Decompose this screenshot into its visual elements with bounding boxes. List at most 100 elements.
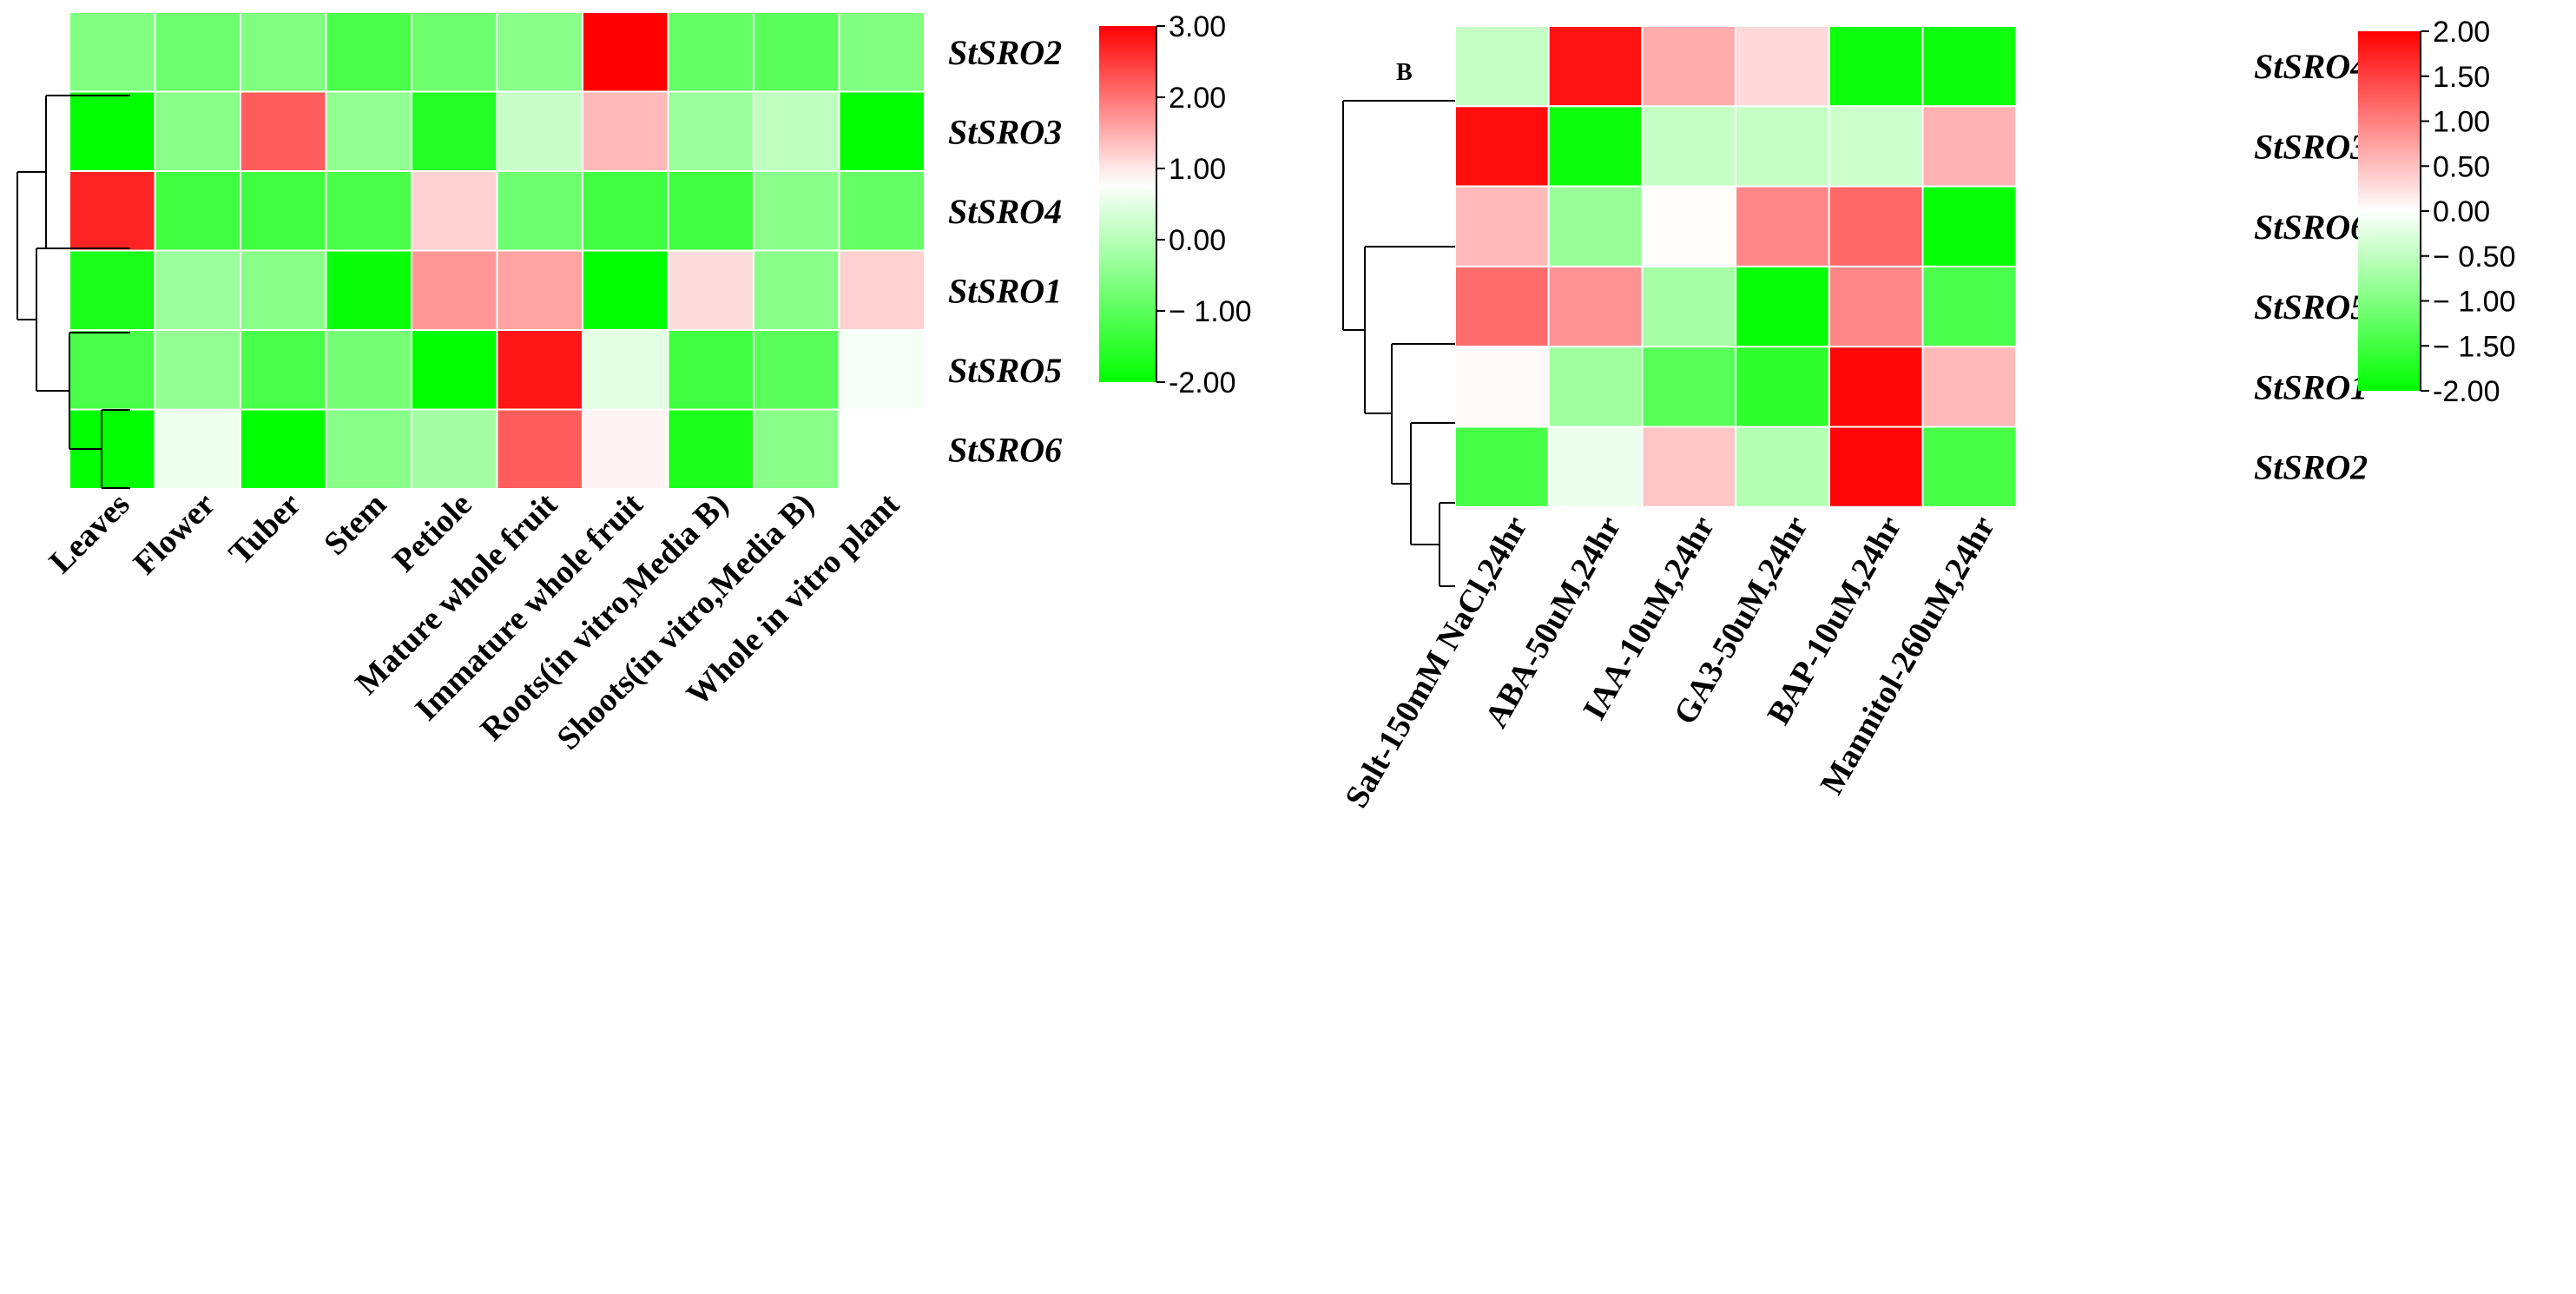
heatmap-cell <box>1735 346 1830 428</box>
heatmap-cell <box>667 329 754 411</box>
heatmap-cell <box>1547 185 1644 267</box>
heatmap-cell <box>411 249 498 331</box>
heatmap-cell <box>1547 25 1644 108</box>
colorbar-tick-label: 2.00 <box>2433 16 2490 49</box>
colorbar-tick-label: 2.00 <box>1169 82 1226 115</box>
heatmap-cell <box>1641 346 1737 428</box>
heatmap-cell <box>411 90 498 172</box>
dendrogram <box>1342 100 1455 587</box>
heatmap-cell <box>838 170 926 252</box>
colorbar-tick-label: 1.00 <box>2433 106 2490 139</box>
heatmap-cell <box>154 249 241 331</box>
heatmap-cell <box>1921 105 2018 188</box>
heatmap-cell <box>411 11 498 93</box>
heatmap-cell <box>753 329 840 411</box>
colorbar-tick-label: − 1.00 <box>2433 286 2515 319</box>
row-label-stsro3: StSRO3 <box>948 112 1062 151</box>
colorbar-tick-label: 0.00 <box>2433 195 2490 228</box>
heatmap-cell <box>1454 265 1550 348</box>
heatmap-cell <box>69 329 156 411</box>
colorbar-tick-label: − 1.50 <box>2433 330 2515 363</box>
heatmap-cell <box>1921 25 2018 108</box>
column-label: Mannitol-260uM,24hr <box>1814 510 2002 801</box>
heatmap-cell <box>240 249 327 331</box>
dendrogram <box>16 95 130 489</box>
heatmap-cell <box>1828 265 1924 348</box>
heatmap-cell <box>667 249 754 331</box>
heatmap-cell <box>325 329 412 411</box>
row-label-stsro2: StSRO2 <box>948 33 1062 72</box>
colorbar-tick-label: 3.00 <box>1169 10 1226 43</box>
colorbar-tick-label: -2.00 <box>2433 375 2500 408</box>
heatmap-cell <box>69 90 156 172</box>
colorbar-tick-label: 1.00 <box>1169 153 1226 186</box>
heatmap-cell <box>667 90 754 172</box>
heatmap-cell <box>1454 25 1550 108</box>
heatmap-cell <box>411 408 498 490</box>
colorbar-tick-label: 0.50 <box>2433 150 2490 183</box>
heatmap-cell <box>1828 346 1924 428</box>
colorbar-tick-label: 1.50 <box>2433 61 2490 94</box>
heatmap-cell <box>582 249 669 331</box>
heatmap-cell <box>582 90 669 172</box>
heatmap-cell <box>154 11 241 93</box>
heatmap-cell <box>667 408 754 490</box>
heatmap-cell <box>1547 105 1644 188</box>
row-label-stsro3: StSRO3 <box>2254 127 2368 166</box>
heatmap-cell <box>69 170 156 252</box>
heatmap-cell <box>1735 105 1830 188</box>
colorbar-tick-label: 0.00 <box>1169 224 1226 257</box>
heatmap-cell <box>325 90 412 172</box>
heatmap-cell <box>240 90 327 172</box>
row-label-stsro1: StSRO1 <box>2254 367 2368 406</box>
heatmap-cell <box>582 408 669 490</box>
heatmap-cell <box>1828 105 1924 188</box>
heatmap-cell <box>582 11 669 93</box>
row-label-stsro1: StSRO1 <box>948 271 1062 310</box>
heatmap-cell <box>1641 25 1737 108</box>
row-label-stsro4: StSRO4 <box>948 192 1062 231</box>
heatmap-cell <box>240 329 327 411</box>
heatmap-cell <box>69 11 156 93</box>
heatmap-cell <box>154 329 241 411</box>
heatmap-cell <box>1921 426 2018 508</box>
heatmap-cell <box>411 170 498 252</box>
row-label-stsro5: StSRO5 <box>948 351 1062 390</box>
heatmap-cell <box>496 11 583 93</box>
row-label-stsro6: StSRO6 <box>2254 208 2368 247</box>
heatmap-cell <box>1828 426 1924 508</box>
heatmap-cell <box>1641 105 1737 188</box>
column-label: Salt-150mM NaCl,24hr <box>1338 510 1534 814</box>
heatmap-cell <box>154 90 241 172</box>
heatmap-cell <box>69 249 156 331</box>
heatmap-cell <box>1454 105 1550 188</box>
heatmap-cell <box>1547 426 1644 508</box>
heatmap-cell <box>411 329 498 411</box>
heatmap-cell <box>496 408 583 490</box>
colorbar-tick-label: − 0.50 <box>2433 241 2515 274</box>
heatmap-cell <box>154 408 241 490</box>
heatmap-cell <box>1735 25 1830 108</box>
heatmap-cell <box>240 11 327 93</box>
heatmap-cell <box>1641 265 1737 348</box>
heatmap-cell <box>496 90 583 172</box>
heatmap-cell <box>1921 185 2018 267</box>
column-label: Leaves <box>43 486 137 581</box>
heatmap-cell <box>1828 25 1924 108</box>
row-label-stsro5: StSRO5 <box>2254 287 2368 327</box>
colorbar-tick-label: − 1.00 <box>1169 295 1251 328</box>
heatmap-cell <box>753 11 840 93</box>
heatmap-cell <box>1828 185 1924 267</box>
row-label-stsro4: StSRO4 <box>2254 47 2368 86</box>
colorbar <box>2358 31 2421 391</box>
heatmap-cell <box>667 170 754 252</box>
heatmap-cell <box>1735 426 1830 508</box>
heatmap-cell <box>1454 346 1550 428</box>
heatmap-cell <box>838 11 926 93</box>
heatmap-cell <box>582 170 669 252</box>
heatmap-cell <box>838 249 926 331</box>
heatmap-cell <box>1735 185 1830 267</box>
heatmap-cell <box>496 170 583 252</box>
heatmap-cell <box>240 408 327 490</box>
